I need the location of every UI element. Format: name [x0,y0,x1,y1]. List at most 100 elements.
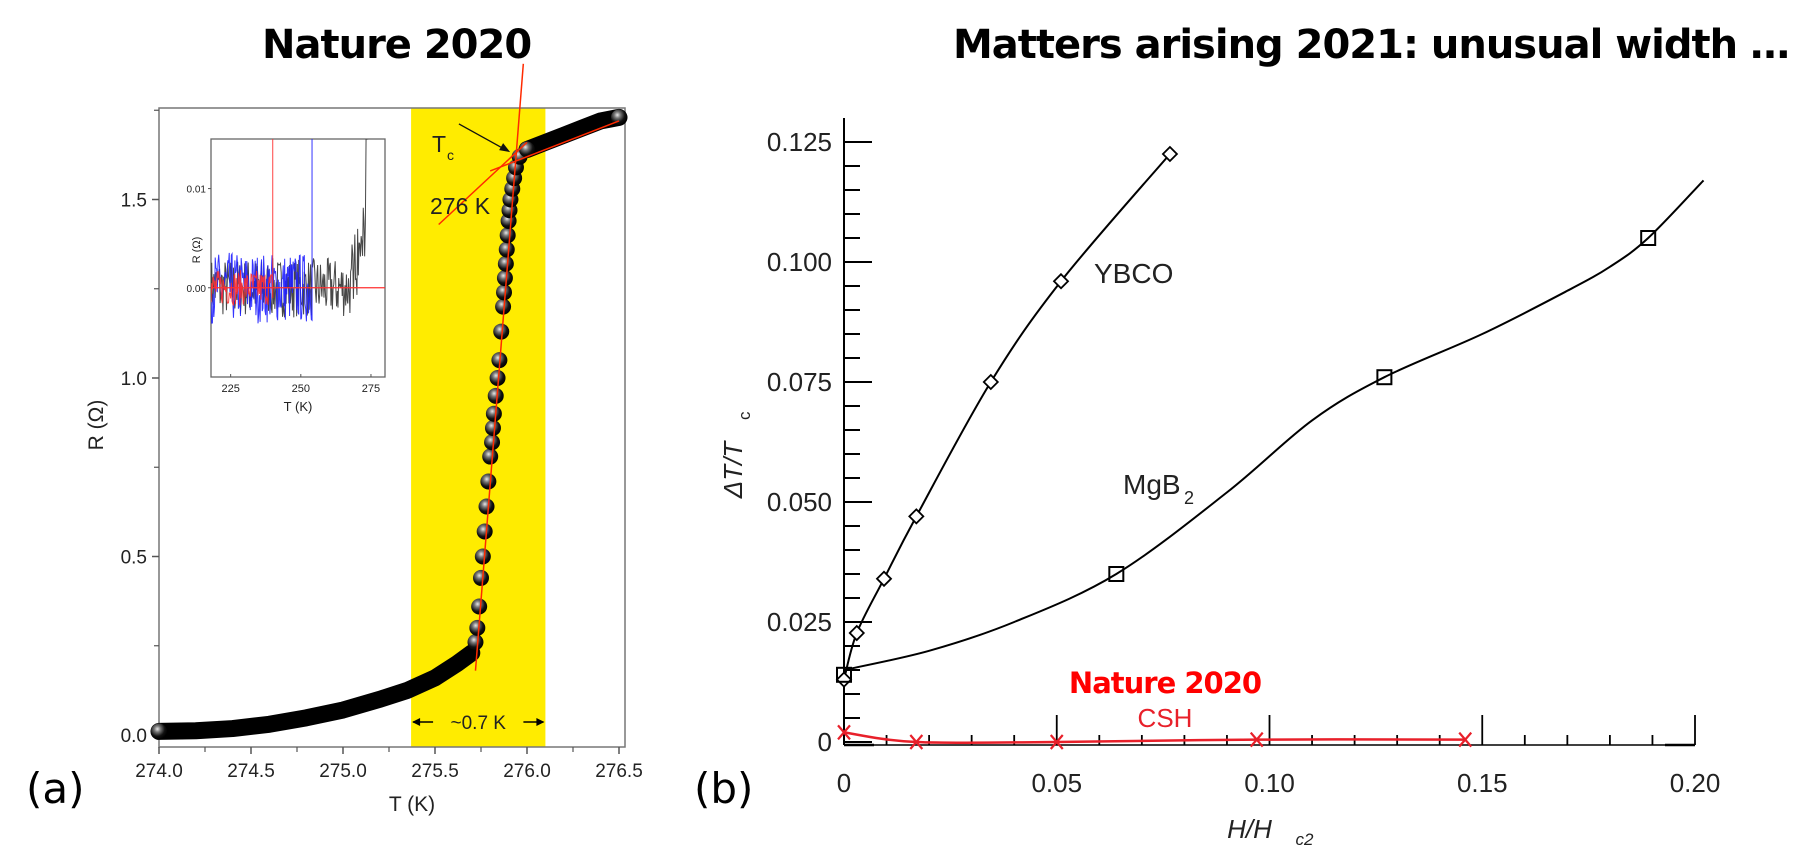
series-line-ybco [843,153,1171,680]
data-point [476,523,493,540]
inset-x-axis-label: T (K) [284,399,313,414]
left-panel-title: Nature 2020 [262,22,532,68]
tc-arrow [458,123,507,151]
chart-resistance-vs-temperature: 274.0 274.5 275.0 275.5 276.0 276.5 0.0 0.5 1.0 1… [85,63,643,816]
fit-line [438,141,528,226]
data-point [482,448,499,465]
data-point [467,634,484,651]
width-arrowhead-left [412,718,421,726]
mgb2-label: MgB [1123,469,1181,500]
inset-x-tick-label: 275 [362,383,380,395]
data-point [151,723,167,740]
inset-x-tick-label: 225 [221,383,239,395]
tc-label: T [432,131,446,157]
inset-y-tick-label: 0.01 [187,185,207,196]
data-point [478,498,495,515]
y-axis-label: R (Ω) [85,400,108,451]
y-tick-label: 0.050 [767,487,832,517]
inset-series-red [211,139,274,306]
inset-y-tick-label: 0.00 [187,284,207,295]
data-point [493,323,510,340]
fit-line [474,63,525,671]
x-tick-label: 0.20 [1670,768,1721,798]
y-tick-label: 0.100 [767,247,832,277]
ybco-marker-diamond [908,508,925,525]
x-tick-label: 274.0 [135,761,183,782]
inset-x-tick-label: 250 [292,383,310,395]
data-point [474,548,491,565]
ybco-label: YBCO [1094,258,1173,289]
data-point [484,434,501,451]
mgb2-marker-square [1108,566,1125,582]
tc-label-subscript: c [447,147,454,163]
data-point [499,227,516,244]
x-axis-label: H/H [1227,814,1272,844]
y-axis-label: ΔT/T [718,440,748,500]
panel-label-b: (b) [694,764,754,813]
nature-2020-label: Nature 2020 [1069,666,1261,700]
x-tick-label: 275.5 [411,761,459,782]
plot-frame [158,107,626,748]
data-point [498,241,515,258]
right-panel-title: Matters arising 2021: unusual width … [953,22,1790,68]
x-tick-label: 0.05 [1031,768,1082,798]
csh-marker-x [1049,734,1064,750]
data-point [471,598,488,615]
tc-arrowhead [499,143,511,153]
data-point [611,109,627,126]
x-tick-label: 274.5 [227,761,275,782]
data-point [487,387,504,404]
ybco-marker-diamond [875,570,893,588]
data-curve-high [518,108,628,159]
data-point [496,270,513,287]
csh-marker-x [1249,731,1264,748]
ybco-marker-diamond [835,671,853,688]
csh-marker-x [1458,731,1473,748]
mgb2-marker-square [1640,230,1657,246]
ybco-marker-diamond [1052,272,1070,290]
x-tick-label: 0.10 [1244,768,1295,798]
data-point [485,405,502,422]
panel-label-a: (a) [26,764,85,813]
inset-frame [210,138,386,378]
mgb2-marker-square [1376,369,1393,386]
y-tick-label: 1.5 [121,191,147,212]
inset-y-axis-label: R (Ω) [191,237,203,264]
y-axis-label-subscript: c [735,411,754,420]
inset-series-blue [211,139,313,324]
data-point [484,419,501,436]
series-line-mgb2 [843,179,1705,671]
y-tick-label: 0.075 [767,367,832,397]
csh-marker-x [837,724,851,741]
csh-label: CSH [1138,703,1193,733]
mgb2-marker-square [836,666,852,683]
x-tick-label: 276.5 [595,761,643,782]
data-point [496,284,512,301]
data-point [497,255,514,272]
y-tick-label: 0 [818,727,832,757]
y-tick-label: 1.0 [121,369,147,390]
data-point [469,619,486,636]
fit-line [489,120,620,172]
data-curve-low [150,644,481,740]
ybco-marker-diamond [1161,145,1179,163]
inset-chart: 225 250 275 0.01 0.00 T (K) R (Ω) [187,138,386,414]
data-point [489,370,506,386]
y-tick-label: 0.0 [121,726,147,747]
tc-value: 276 K [430,193,491,219]
ybco-marker-diamond [848,624,866,642]
data-point [480,473,497,490]
data-point [473,569,489,586]
band-width-label: ~0.7 K [451,713,507,734]
series-line-csh [843,731,1466,745]
x-tick-label: 276.0 [503,761,551,782]
y-tick-label: 0.125 [767,127,832,157]
width-arrowhead-right [536,718,545,726]
x-axis-label: T (K) [389,793,435,816]
x-tick-label: 275.0 [319,761,367,782]
csh-marker-x [909,734,924,750]
x-axis-label-subscript: c2 [1296,830,1315,849]
mgb2-label-subscript: 2 [1184,488,1194,508]
data-point [495,298,512,315]
x-tick-label: 0.15 [1457,768,1508,798]
